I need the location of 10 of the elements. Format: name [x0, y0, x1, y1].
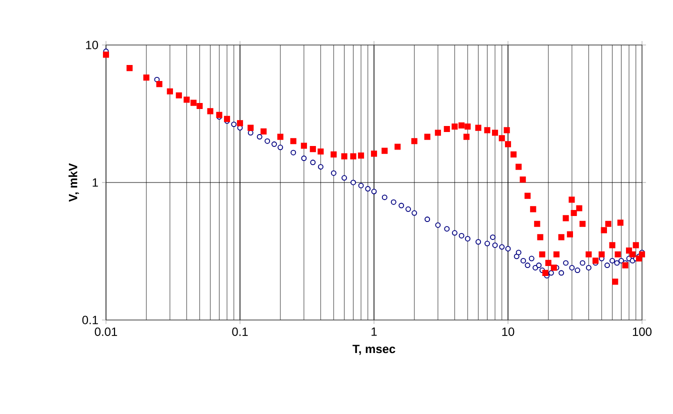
y-tick-label: 0.1 [82, 316, 98, 324]
x-axis-title: T, msec [352, 344, 396, 355]
x-tick-label: 1 [372, 328, 377, 336]
x-tick-label: 0.01 [94, 328, 118, 336]
x-tick-label: 100 [632, 328, 652, 336]
y-axis-title: V, mkV [68, 163, 80, 202]
y-tick-label: 1 [92, 178, 98, 187]
y-tick-label: 10 [86, 40, 98, 50]
x-tick-label: 0.1 [232, 328, 248, 336]
x-tick-label: 10 [502, 328, 514, 336]
